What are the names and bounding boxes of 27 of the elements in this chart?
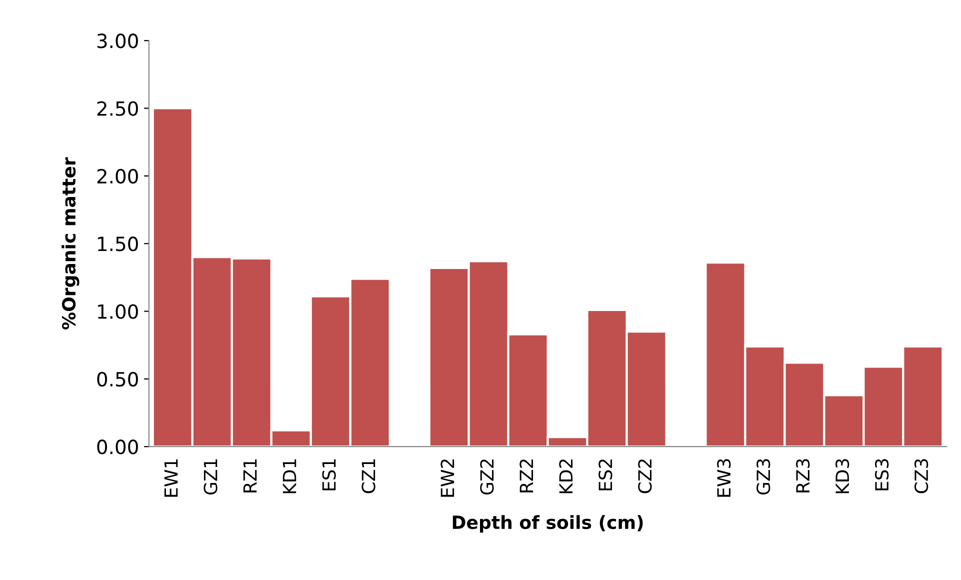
- x-tick-label: CZ1: [362, 459, 376, 494]
- y-tick-label: 0.00: [97, 440, 138, 454]
- x-tick-label: KD3: [836, 459, 850, 494]
- x-tick-label: GZ3: [756, 459, 770, 495]
- x-tick-label: CZ2: [638, 460, 652, 494]
- x-tick-label: RZ3: [796, 459, 810, 492]
- y-tick-label: 1.50: [98, 236, 138, 252]
- x-tick-label: RZ2: [520, 460, 534, 492]
- x-tick-label: ES3: [874, 459, 889, 490]
- x-tick-label: GZ1: [204, 459, 218, 495]
- y-tick-label: 2.00: [97, 168, 138, 184]
- x-tick-label: EW2: [440, 460, 454, 497]
- y-axis-title: %Organic matter: [62, 157, 80, 330]
- x-tick-label: ES1: [322, 459, 336, 490]
- x-tick-label: KD1: [282, 459, 296, 494]
- y-tick-label: 1.00: [98, 304, 138, 319]
- y-tick-label: 0.50: [97, 372, 138, 387]
- x-tick-label: ES2: [598, 460, 612, 490]
- x-axis-title: Depth of soils (cm): [452, 515, 643, 533]
- x-tick-label: GZ2: [480, 460, 494, 495]
- y-tick-label: 3.00: [97, 34, 138, 48]
- x-tick-label: RZ1: [243, 459, 257, 492]
- x-tick-label: KD2: [559, 460, 572, 494]
- x-tick-label: CZ3: [914, 459, 928, 494]
- x-tick-label: EW3: [717, 459, 731, 497]
- x-tick-label: EW1: [164, 459, 178, 497]
- y-tick-label: 2.50: [97, 101, 138, 116]
